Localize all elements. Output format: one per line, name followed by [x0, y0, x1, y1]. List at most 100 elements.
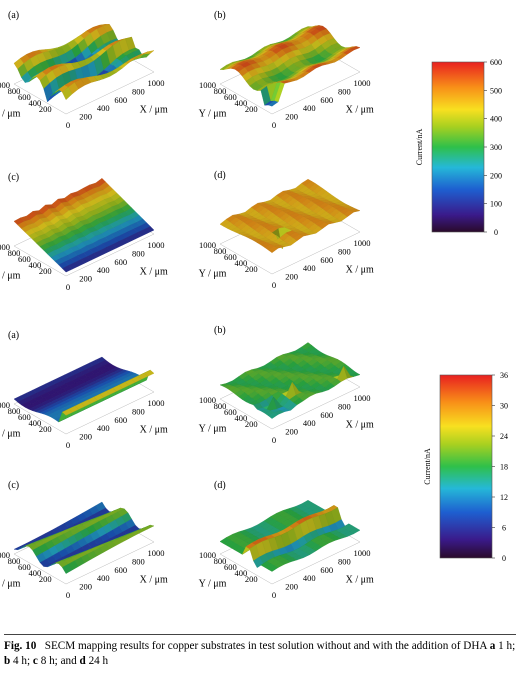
x-tick-label: 1000: [354, 393, 371, 403]
y-tick-label: 600: [224, 252, 237, 262]
caption-part: 1 h;: [495, 640, 516, 652]
x-tick-label: 0: [66, 590, 70, 600]
colorbar-tick-label: 500: [490, 86, 502, 95]
x-tick-label: 200: [285, 427, 298, 437]
colorbar-tick-label: 100: [490, 200, 502, 209]
x-tick-label: 1000: [148, 240, 165, 250]
colorbar-title: Current/nA: [415, 129, 424, 166]
caption-part: 24 h: [85, 655, 109, 667]
y-tick-label: 1000: [0, 550, 10, 560]
x-tick-label: 200: [285, 582, 298, 592]
caption-label: Fig. 10: [4, 640, 37, 652]
x-tick-label: 800: [132, 248, 145, 258]
x-axis-title: X / μm: [346, 420, 374, 431]
x-tick-label: 1000: [354, 238, 371, 248]
y-tick-label: 200: [39, 266, 52, 276]
y-axis-title: Y / μm: [0, 109, 21, 120]
colorbar-gradient: [439, 374, 493, 559]
y-tick-label: 800: [214, 556, 227, 566]
panel-letter: (a): [8, 10, 19, 21]
x-tick-label: 200: [79, 582, 92, 592]
x-tick-label: 800: [132, 556, 145, 566]
x-tick-label: 0: [272, 120, 276, 130]
y-tick-label: 200: [245, 264, 258, 274]
x-tick-label: 0: [66, 282, 70, 292]
y-tick-label: 800: [214, 246, 227, 256]
x-tick-label: 1000: [148, 398, 165, 408]
colorbar-tick-label: 6: [502, 524, 506, 533]
y-axis-title: Y / μm: [199, 269, 227, 280]
y-tick-label: 200: [39, 574, 52, 584]
x-tick-label: 1000: [354, 78, 371, 88]
colorbar-tick-label: 0: [502, 554, 506, 563]
y-axis-title: Y / μm: [0, 429, 21, 440]
colorbar-top_group: 0 100 200 300 400 500 600 Current/nA: [415, 58, 502, 237]
x-tick-label: 400: [303, 573, 316, 583]
surface-cell: [349, 208, 361, 213]
x-tick-label: 800: [338, 401, 351, 411]
caption-part: b: [4, 655, 11, 667]
y-tick-label: 600: [224, 562, 237, 572]
surface-cell: [143, 50, 155, 55]
x-tick-label: 800: [132, 406, 145, 416]
colorbar-bottom_group: 0 6 12 18 24 30 36 Current/nA: [423, 371, 508, 563]
x-axis-title: X / μm: [140, 575, 168, 586]
y-tick-label: 400: [234, 98, 247, 108]
x-tick-label: 200: [79, 432, 92, 442]
x-axis-title: X / μm: [346, 105, 374, 116]
surface-cell: [349, 46, 361, 51]
caption-part: SECM mapping results for copper substrat…: [44, 640, 490, 652]
y-tick-label: 400: [234, 568, 247, 578]
x-tick-label: 400: [303, 103, 316, 113]
x-tick-label: 800: [338, 556, 351, 566]
panel-letter: (b): [214, 325, 226, 336]
y-tick-label: 600: [18, 92, 31, 102]
y-tick-label: 1000: [199, 550, 216, 560]
colorbar-tick-label: 12: [500, 493, 508, 502]
caption-part: c: [32, 655, 38, 667]
x-tick-label: 400: [303, 263, 316, 273]
caption-part: 4 h;: [10, 655, 33, 667]
y-tick-label: 200: [245, 104, 258, 114]
y-tick-label: 800: [8, 248, 21, 258]
panel-letter: (d): [214, 170, 226, 181]
x-tick-label: 400: [97, 103, 110, 113]
surface-cell: [349, 372, 361, 377]
x-axis-title: X / μm: [346, 575, 374, 586]
panel-letter: (c): [8, 480, 19, 491]
surface-cell: [349, 527, 361, 535]
y-tick-label: 1000: [199, 240, 216, 250]
x-tick-label: 200: [285, 272, 298, 282]
x-tick-label: 600: [320, 95, 333, 105]
y-tick-label: 400: [28, 418, 41, 428]
colorbar-tick-label: 400: [490, 115, 502, 124]
x-tick-label: 0: [272, 280, 276, 290]
figure-caption: Fig. 10 SECM mapping results for copper …: [4, 639, 516, 669]
colorbar-title: Current/nA: [423, 448, 432, 485]
y-tick-label: 800: [214, 401, 227, 411]
panel-letter: (a): [8, 330, 19, 341]
x-axis-title: X / μm: [140, 105, 168, 116]
colorbar-layer: 0 100 200 300 400 500 600 Current/nA 0 6 12 18 24 30 3…: [415, 58, 508, 563]
colorbar-tick-label: 0: [494, 228, 498, 237]
x-tick-label: 600: [320, 410, 333, 420]
colorbar-tick-label: 30: [500, 402, 508, 411]
panel-letter: (c): [8, 172, 19, 183]
x-tick-label: 1000: [148, 78, 165, 88]
y-tick-label: 400: [28, 260, 41, 270]
y-tick-label: 800: [214, 86, 227, 96]
x-tick-label: 600: [114, 95, 127, 105]
panel-letter: (d): [214, 480, 226, 491]
x-axis-title: X / μm: [140, 425, 168, 436]
x-tick-label: 200: [79, 274, 92, 284]
x-tick-label: 600: [114, 257, 127, 267]
x-tick-label: 1000: [354, 548, 371, 558]
y-tick-label: 800: [8, 556, 21, 566]
